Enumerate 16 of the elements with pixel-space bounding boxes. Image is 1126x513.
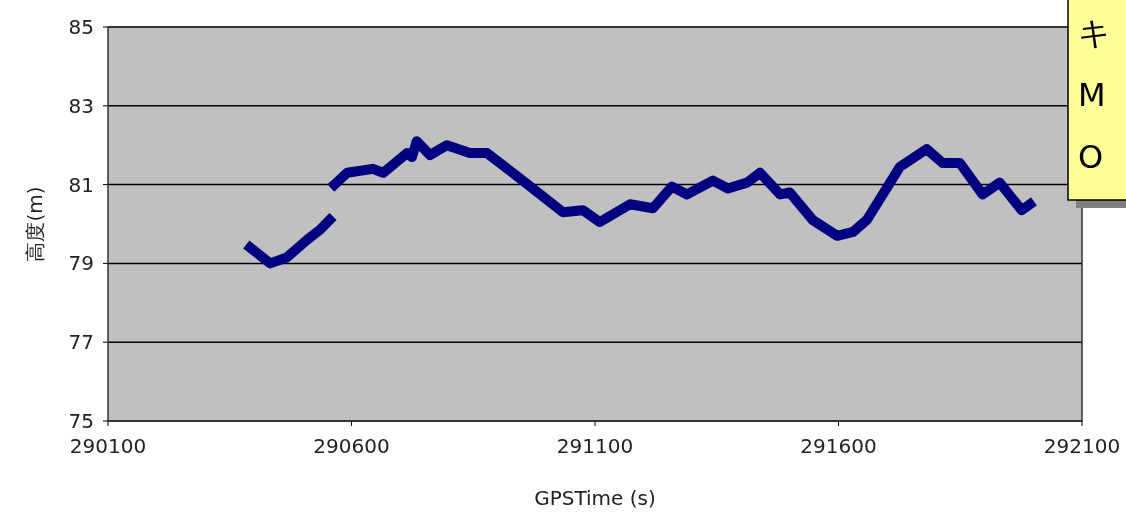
x-tick-label: 290100 <box>69 434 147 458</box>
annotation: M <box>1078 76 1106 114</box>
y-tick-label: 85 <box>68 15 94 39</box>
x-tick-label: 290600 <box>313 434 390 458</box>
x-tick-label: 292100 <box>1043 434 1121 458</box>
y-axis-title: 高度(m) <box>23 186 47 262</box>
y-tick-label: 75 <box>68 409 94 433</box>
y-tick-label: 83 <box>68 93 94 118</box>
y-tick-label: 79 <box>68 251 94 276</box>
annotation: キ <box>1078 14 1111 52</box>
x-axis-title: GPSTime (s) <box>534 486 656 510</box>
y-tick-label: 81 <box>68 172 94 197</box>
y-tick-label: 77 <box>68 330 94 355</box>
x-tick-label: 291100 <box>556 434 634 458</box>
x-tick-label: 291600 <box>800 434 877 458</box>
annotation: O <box>1078 138 1104 176</box>
